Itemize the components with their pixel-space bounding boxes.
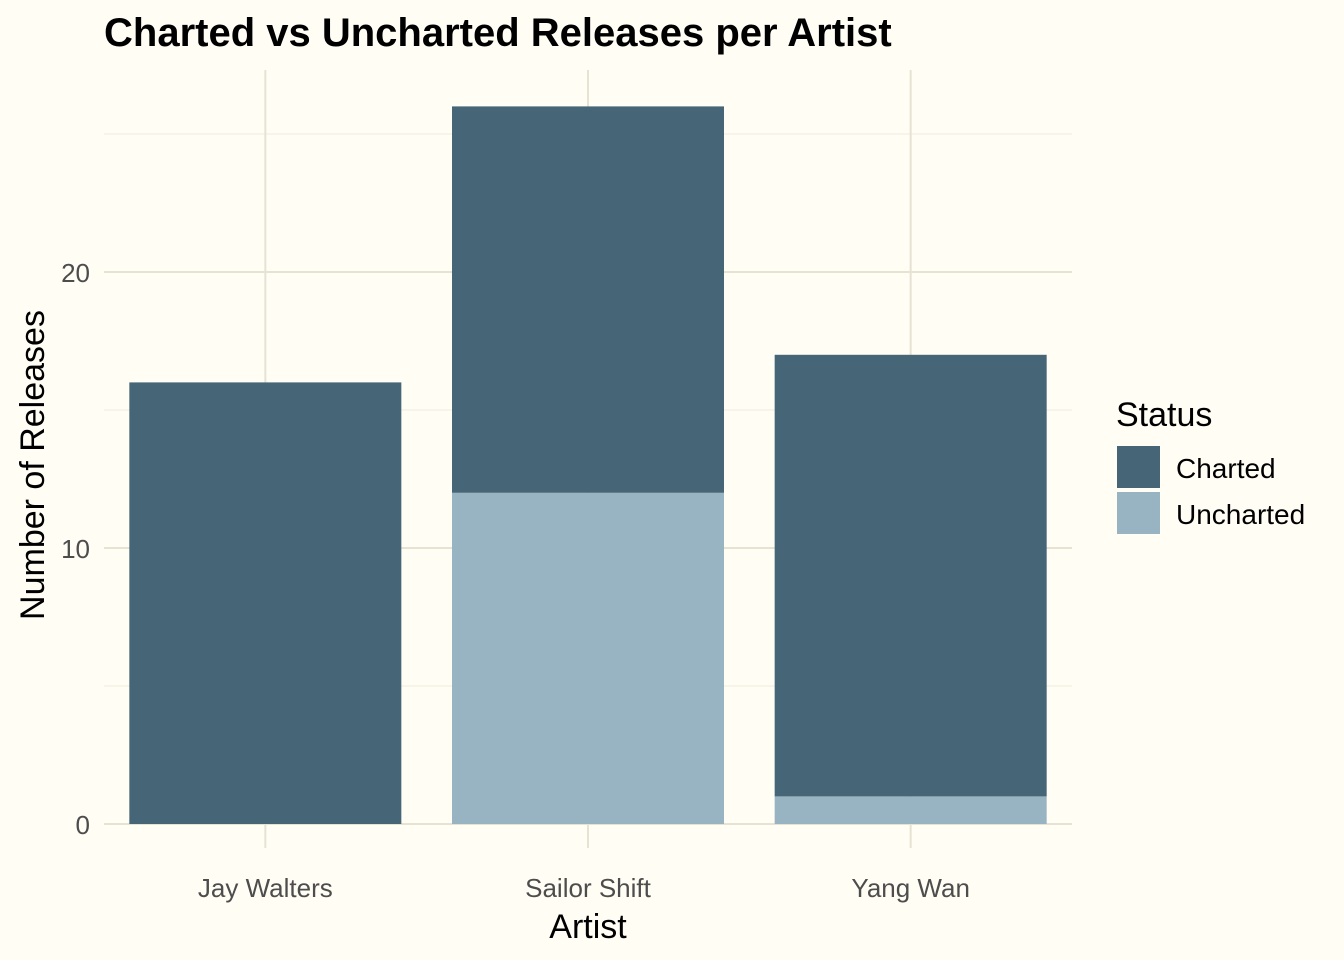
legend-key-uncharted: [1117, 492, 1160, 534]
bar-charted-sailor-shift: [452, 106, 724, 493]
legend-label-charted: Charted: [1176, 453, 1276, 484]
legend-key-charted: [1117, 446, 1160, 488]
y-tick-label: 20: [61, 258, 90, 288]
x-tick-label: Yang Wan: [851, 873, 970, 903]
bar-uncharted-sailor-shift: [452, 492, 724, 824]
x-tick-label: Jay Walters: [198, 873, 333, 903]
legend: Status Charted Uncharted: [1116, 396, 1305, 534]
bar-charted-jay-walters: [129, 382, 402, 824]
bar-charted-yang-wan: [774, 354, 1047, 797]
y-axis-title: Number of Releases: [14, 310, 52, 620]
bars: [129, 106, 1047, 824]
bar-uncharted-yang-wan: [774, 796, 1047, 824]
y-axis-ticks: 0 10 20: [61, 258, 90, 840]
y-tick-label: 10: [61, 534, 90, 564]
y-tick-label: 0: [76, 810, 90, 840]
x-axis-ticks: Jay Walters Sailor Shift Yang Wan: [198, 873, 970, 903]
chart-title: Charted vs Uncharted Releases per Artist: [104, 11, 892, 55]
legend-label-uncharted: Uncharted: [1176, 499, 1305, 530]
legend-title: Status: [1116, 396, 1212, 434]
x-axis-title: Artist: [549, 908, 627, 946]
x-tick-label: Sailor Shift: [525, 873, 651, 903]
